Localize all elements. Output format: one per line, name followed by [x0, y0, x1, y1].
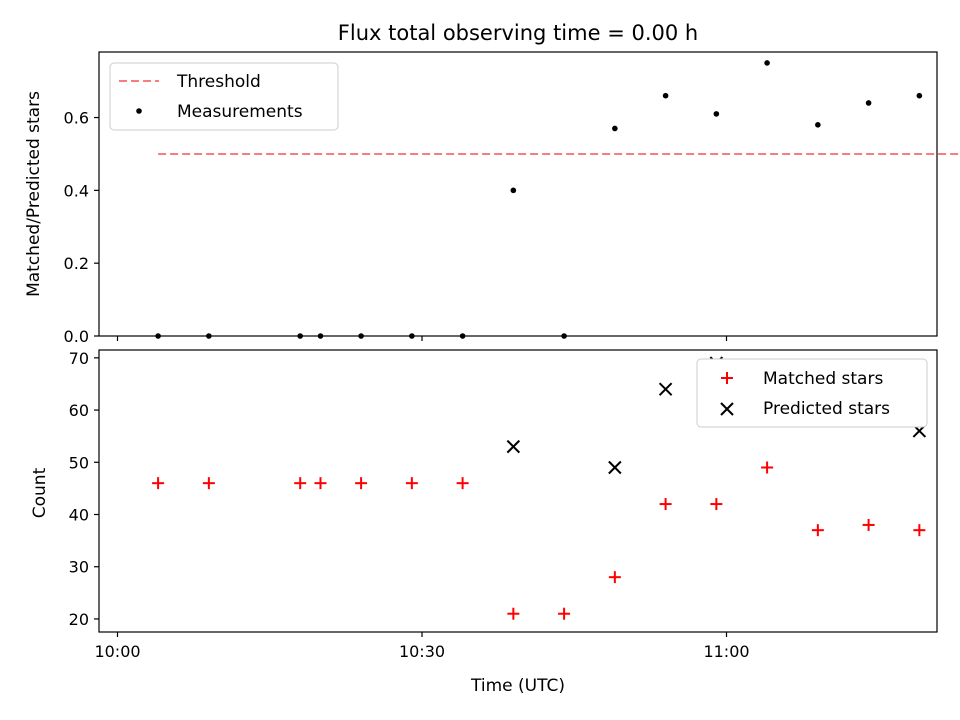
measurement-point [815, 122, 821, 128]
matched-star-point [761, 461, 774, 474]
x-tick-label: 10:30 [399, 642, 445, 661]
top-y-tick-label: 0.0 [64, 327, 89, 346]
bottom-y-axis-label: Count [30, 467, 50, 518]
bottom-y-tick-label: 30 [69, 558, 89, 577]
matched-star-point [355, 477, 368, 490]
matched-star-point [659, 498, 672, 511]
matched-star-point [862, 518, 875, 531]
bottom-y-tick-label: 50 [69, 453, 89, 472]
matched-star-point [710, 498, 723, 511]
measurement-point [764, 60, 770, 66]
bottom-y-tick-label: 70 [69, 349, 89, 368]
measurement-point [713, 111, 720, 117]
threshold-legend-label: Threshold [176, 72, 261, 92]
predicted-legend-swatch [720, 402, 734, 416]
top-x-ticks [116, 336, 728, 341]
bottom-axes-frame [98, 349, 938, 633]
measurement-point [662, 92, 669, 99]
top-y-tick-label: 0.2 [64, 254, 89, 273]
matched-star-point [294, 477, 307, 490]
bottom-y-ticks: 20 30 40 50 60 70 [69, 349, 99, 629]
predicted-star-point [608, 460, 622, 475]
top-axes-frame [98, 51, 938, 337]
predicted-star-point [658, 382, 673, 396]
top-legend: Threshold Measurements [109, 62, 339, 131]
matched-star-point [314, 477, 327, 490]
matched-star-point [152, 477, 165, 490]
matched-legend-swatch [721, 372, 733, 384]
matched-star-point [608, 571, 621, 584]
matched-star-point [811, 524, 824, 537]
bottom-y-tick-label: 60 [69, 401, 89, 420]
bottom-y-tick-label: 20 [69, 610, 89, 629]
top-y-ticks: 0.0 0.2 0.4 0.6 [64, 109, 99, 346]
x-axis-label: Time (UTC) [470, 676, 565, 696]
x-tick-label: 11:00 [703, 642, 749, 661]
matched-star-point [913, 524, 926, 537]
measurements-legend-label: Measurements [177, 102, 303, 122]
bottom-legend: Matched stars Predicted stars [696, 358, 928, 428]
predicted-legend-label: Predicted stars [763, 399, 890, 419]
matched-star-point [405, 477, 418, 490]
measurements-legend-swatch [136, 108, 142, 114]
matched-star-point [202, 477, 215, 490]
ratio-panel: Flux total observing time = 0.00 h Match… [24, 21, 960, 346]
x-tick-label: 10:00 [94, 642, 140, 661]
matched-star-point [456, 477, 469, 490]
top-y-axis-label: Matched/Predicted stars [24, 91, 44, 297]
matched-legend-label: Matched stars [763, 369, 883, 389]
top-legend-box [109, 62, 339, 131]
chart-title: Flux total observing time = 0.00 h [338, 21, 698, 45]
bottom-y-tick-label: 40 [69, 506, 89, 525]
top-y-tick-label: 0.6 [64, 109, 89, 128]
bottom-legend-box [696, 358, 928, 428]
measurement-point [865, 100, 872, 106]
matched-star-point [507, 607, 520, 620]
measurement-point [510, 187, 517, 194]
matched-star-point [558, 607, 571, 620]
measurement-point [612, 125, 618, 132]
measurement-point [916, 92, 923, 99]
top-y-tick-label: 0.4 [64, 181, 89, 200]
predicted-star-point [506, 439, 521, 454]
count-panel: Count Time (UTC) 20 30 40 50 60 70 10:00 10:30… [30, 349, 938, 696]
